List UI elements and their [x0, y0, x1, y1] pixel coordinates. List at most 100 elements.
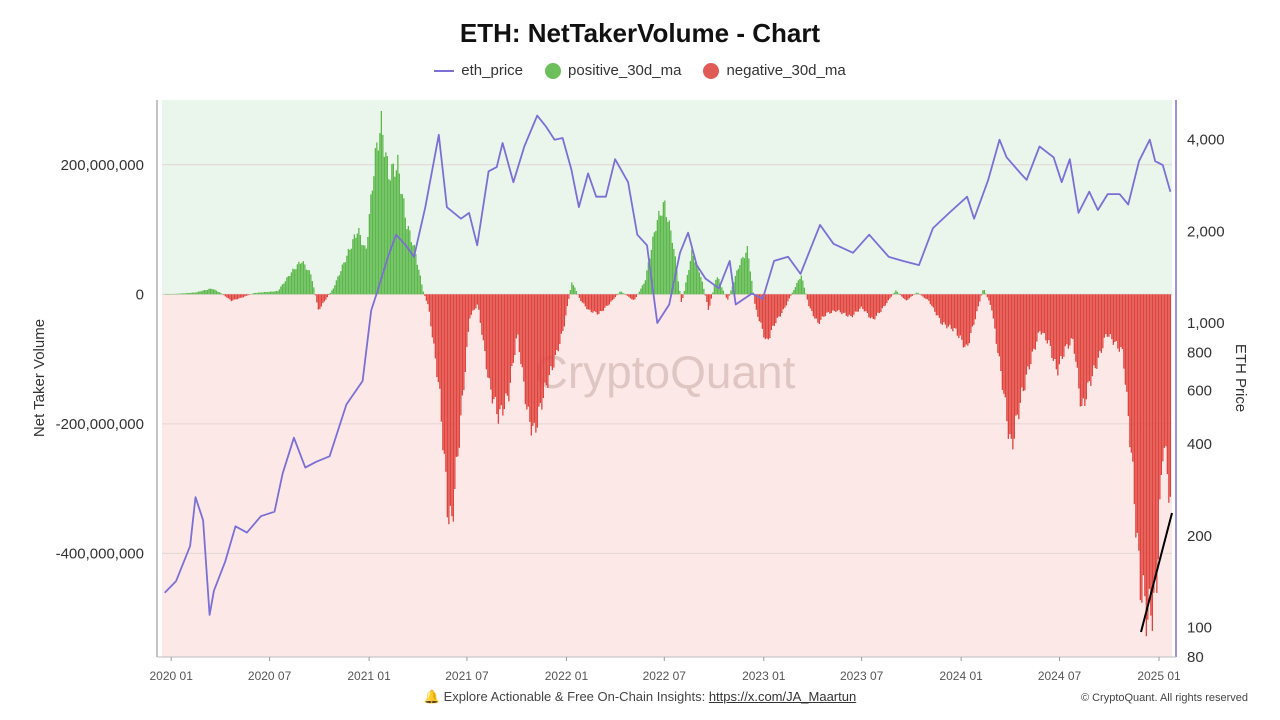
- legend-item-positive[interactable]: positive_30d_ma: [545, 62, 681, 79]
- negative-bar: [728, 294, 730, 296]
- negative-bar: [941, 294, 943, 325]
- negative-bar: [1034, 294, 1036, 350]
- negative-bar: [848, 294, 850, 315]
- negative-bar: [1039, 294, 1041, 332]
- x-tick-label: 2021 07: [445, 669, 489, 683]
- negative-bar: [235, 294, 237, 300]
- negative-bar: [503, 294, 505, 410]
- positive-bar: [206, 289, 208, 295]
- positive-bar: [569, 290, 571, 295]
- negative-bar: [1081, 294, 1083, 406]
- negative-bar: [226, 294, 228, 298]
- negative-bar: [1058, 294, 1060, 365]
- negative-bar: [1013, 294, 1015, 439]
- negative-bar: [247, 294, 249, 296]
- x-tick-label: 2022 01: [545, 669, 589, 683]
- negative-bar: [232, 294, 234, 301]
- positive-bar: [796, 282, 798, 295]
- negative-bar: [1067, 294, 1069, 349]
- negative-bar: [494, 294, 496, 397]
- negative-bar: [527, 294, 529, 407]
- positive-bar: [739, 265, 741, 295]
- negative-bar: [1012, 294, 1014, 450]
- negative-bar: [1048, 294, 1050, 341]
- negative-bar: [943, 294, 945, 323]
- positive-bar: [713, 285, 715, 295]
- legend-item-eth-price[interactable]: eth_price: [434, 62, 523, 79]
- negative-bar: [1076, 294, 1078, 368]
- negative-bar: [758, 294, 760, 322]
- positive-bar: [181, 293, 183, 295]
- negative-bar: [458, 294, 460, 448]
- positive-bar: [353, 234, 355, 295]
- negative-bar: [866, 294, 868, 313]
- negative-bar: [710, 294, 712, 299]
- positive-bar: [638, 291, 640, 295]
- negative-bar: [598, 294, 600, 314]
- positive-bar: [677, 281, 679, 295]
- positive-bar: [184, 293, 186, 295]
- negative-bar: [559, 294, 561, 344]
- negative-bar: [1088, 294, 1090, 382]
- negative-bar: [593, 294, 595, 312]
- negative-bar: [1004, 294, 1006, 398]
- positive-bar: [401, 194, 403, 295]
- negative-bar: [863, 294, 865, 312]
- negative-bar: [887, 294, 889, 301]
- y-left-tick-label: -400,000,000: [56, 545, 144, 562]
- positive-bar: [746, 246, 748, 295]
- negative-bar: [1046, 294, 1048, 344]
- negative-bar: [832, 294, 834, 311]
- negative-bar: [553, 294, 555, 368]
- negative-bar: [1030, 294, 1032, 365]
- negative-bar: [869, 294, 871, 319]
- positive-bar: [271, 291, 273, 295]
- y-right-tick-label: 80: [1187, 649, 1204, 666]
- negative-bar: [1073, 294, 1075, 354]
- footer-link[interactable]: https://x.com/JA_Maartun: [708, 689, 857, 704]
- positive-bar: [742, 256, 744, 295]
- negative-bar: [1147, 294, 1149, 620]
- positive-bar: [251, 293, 253, 295]
- positive-bar: [382, 134, 384, 295]
- y-axis-left-label: Net Taker Volume: [31, 319, 48, 437]
- negative-bar: [994, 294, 996, 329]
- negative-bar: [431, 294, 433, 338]
- positive-bar: [805, 293, 807, 295]
- negative-bar: [1106, 294, 1108, 337]
- positive-bar: [748, 258, 750, 295]
- negative-bar: [610, 294, 612, 302]
- negative-bar: [1139, 294, 1141, 600]
- negative-bar: [838, 294, 840, 310]
- negative-bar: [1099, 294, 1101, 351]
- positive-bar: [205, 290, 207, 295]
- positive-bar: [379, 133, 381, 295]
- positive-bar: [311, 281, 313, 295]
- negative-bar: [490, 294, 492, 390]
- negative-bar: [460, 294, 462, 416]
- negative-bar: [757, 294, 759, 317]
- negative-bar: [446, 294, 448, 518]
- positive-bar: [313, 287, 315, 295]
- negative-bar: [1166, 294, 1168, 475]
- negative-bar: [772, 294, 774, 326]
- negative-bar: [922, 294, 924, 297]
- negative-bar: [1028, 294, 1030, 370]
- positive-bar: [355, 237, 357, 295]
- positive-bar: [643, 283, 645, 295]
- positive-bar: [344, 262, 346, 295]
- legend-item-negative[interactable]: negative_30d_ma: [703, 62, 846, 79]
- positive-bar: [802, 280, 804, 295]
- negative-bar: [1141, 294, 1143, 603]
- negative-bar: [602, 294, 604, 311]
- x-tick-label: 2023 07: [840, 669, 884, 683]
- negative-bar: [1054, 294, 1056, 359]
- negative-bar: [706, 294, 708, 302]
- negative-bar: [1010, 294, 1012, 439]
- negative-bar: [980, 294, 982, 296]
- negative-bar: [833, 294, 835, 311]
- negative-bar: [562, 294, 564, 331]
- negative-bar: [514, 294, 516, 355]
- negative-bar: [788, 294, 790, 299]
